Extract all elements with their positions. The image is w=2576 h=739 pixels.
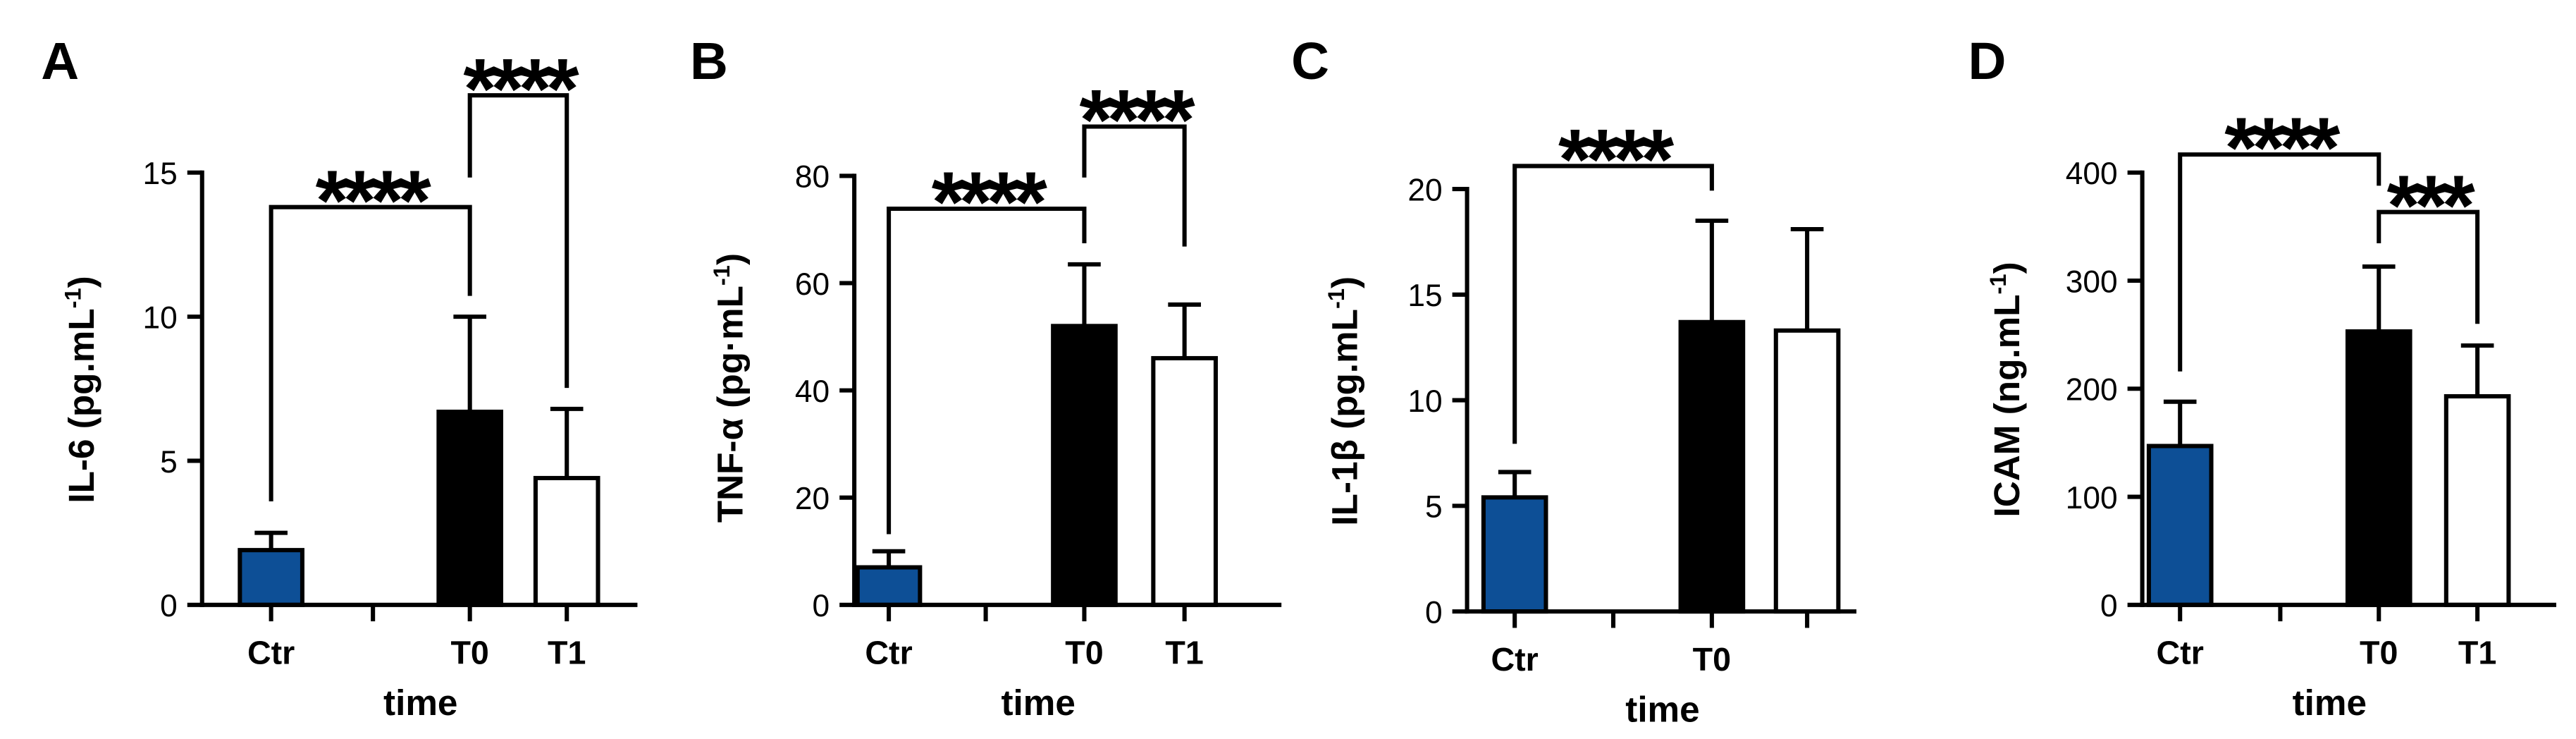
y-tick-label: 0 [813,589,830,623]
y-tick-label: 200 [2066,373,2118,408]
panel-b-tnf-alpha-chart: B 0 20 40 60 80 Ctr T0 T1 **** **** TNF-α (pg·mL-1)… [690,31,1282,723]
y-tick-label: 300 [2066,264,2118,299]
significance-bracket [1512,164,1714,444]
y-tick-label: 10 [1407,384,1442,419]
panel-label: B [690,31,728,90]
significance-bracket [467,93,569,389]
significance-label: **** [1080,72,1196,168]
x-tick-label: T1 [548,635,586,671]
significance-bracket [1082,124,1187,247]
x-tick-label: Ctr [247,635,295,671]
significance-label: **** [2224,100,2341,196]
bar [1151,355,1218,607]
x-axis-title: time [2293,683,2367,723]
significance-bracket [2178,152,2381,372]
y-tick-label: 0 [1425,595,1443,630]
y-tick-label: 15 [143,157,178,191]
panel-label: D [1968,31,2007,90]
y-axis-title-close: ) [61,276,101,288]
y-axis-title-text: IL-6 (pg.mL [61,308,101,503]
x-tick-label: Ctr [2157,635,2204,671]
x-tick-label: T0 [2360,635,2398,671]
y-axis-title: IL-1β (pg.mL-1) [1323,276,1365,526]
panel-c-il1-beta-chart: C 0 5 10 15 20 Ctr T0 **** IL-1β (pg.mL-1) time [1291,31,1857,729]
bar [533,475,600,607]
significance-label: **** [463,41,579,137]
y-tick-label: 20 [1407,173,1442,207]
bar [436,409,504,607]
x-tick-label: Ctr [865,635,912,671]
y-axis-title-text: ICAM (ng.mL [1987,294,2027,517]
panel-label: A [41,31,79,90]
significance-bracket [887,207,1087,535]
y-axis-title-superscript: -1 [1985,274,2011,294]
y-axis-title-superscript: -1 [708,265,734,286]
x-tick-label: T1 [1165,635,1203,671]
bar [1678,319,1746,614]
x-axis-title: time [1625,689,1699,729]
bar [2345,329,2412,607]
bar [2146,444,2214,607]
x-tick-label: T0 [450,635,488,671]
y-tick-label: 60 [795,267,830,302]
y-tick-label: 10 [143,300,178,335]
significance-label: **** [316,152,432,248]
x-tick-label: Ctr [1491,641,1539,678]
x-axis-title: time [1001,683,1075,723]
bar [1051,324,1118,607]
x-tick-label: T1 [2458,635,2496,671]
bar [2443,393,2511,607]
y-tick-label: 15 [1407,279,1442,313]
y-axis-title: TNF-α (pg·mL-1) [708,253,751,523]
y-axis-title-close: ) [1987,262,2027,274]
y-axis-title-close: ) [1324,276,1364,288]
significance-label: *** [2387,157,2476,253]
y-axis-title: ICAM (ng.mL-1) [1985,262,2027,517]
y-axis-title-superscript: -1 [1323,288,1349,309]
y-tick-label: 20 [795,482,830,516]
x-tick-label: T0 [1065,635,1103,671]
y-axis-title-close: ) [710,253,751,265]
x-axis-title: time [383,683,457,723]
bar [855,565,923,607]
significance-bracket [269,204,472,501]
panel-label: C [1291,31,1329,90]
significance-label: **** [1558,111,1675,207]
bar [238,548,304,607]
bar [1481,495,1548,614]
bar [1773,328,1841,614]
y-tick-label: 80 [795,160,830,195]
y-axis-title-text: TNF-α (pg·mL [710,286,751,523]
x-tick-label: T0 [1693,641,1731,678]
y-tick-label: 100 [2066,481,2118,515]
y-tick-label: 5 [1425,490,1443,525]
significance-bracket [2377,209,2480,324]
significance-label: **** [932,154,1048,250]
y-axis-title-text: IL-1β (pg.mL [1324,309,1364,526]
y-tick-label: 0 [2100,589,2118,623]
y-axis-title-superscript: -1 [59,288,85,308]
y-tick-label: 0 [160,589,178,623]
y-tick-label: 400 [2066,157,2118,191]
y-tick-label: 5 [160,445,178,480]
panel-a-il6-chart: A 0 5 10 15 Ctr T0 T1 **** **** IL-6 (pg.mL-1) time [41,31,638,723]
y-axis-title: IL-6 (pg.mL-1) [59,276,101,503]
y-tick-label: 40 [795,374,830,409]
